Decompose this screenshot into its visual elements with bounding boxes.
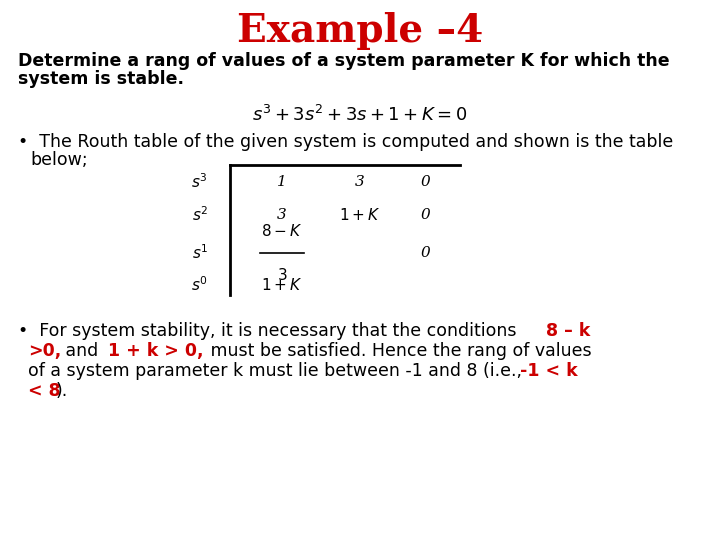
Text: $s^1$: $s^1$ (192, 244, 208, 262)
Text: $8 - K$: $8 - K$ (261, 223, 302, 239)
Text: -1 < k: -1 < k (520, 362, 577, 380)
Text: •  The Routh table of the given system is computed and shown is the table: • The Routh table of the given system is… (18, 133, 673, 151)
Text: 8 – k: 8 – k (546, 322, 590, 340)
Text: 1 + k > 0,: 1 + k > 0, (108, 342, 204, 360)
Text: and: and (60, 342, 104, 360)
Text: 1: 1 (277, 175, 287, 189)
Text: Determine a rang of values of a system parameter K for which the: Determine a rang of values of a system p… (18, 52, 670, 70)
Text: $1 + K$: $1 + K$ (261, 277, 302, 293)
Text: •  For system stability, it is necessary that the conditions: • For system stability, it is necessary … (18, 322, 528, 340)
Text: must be satisfied. Hence the rang of values: must be satisfied. Hence the rang of val… (205, 342, 592, 360)
Text: $1 + K$: $1 + K$ (339, 207, 381, 223)
Text: of a system parameter k must lie between -1 and 8 (i.e.,: of a system parameter k must lie between… (28, 362, 528, 380)
Text: >0,: >0, (28, 342, 61, 360)
Text: 0: 0 (420, 208, 430, 222)
Text: ).: ). (56, 382, 68, 400)
Text: Example –4: Example –4 (237, 12, 483, 50)
Text: 3: 3 (355, 175, 365, 189)
Text: 0: 0 (420, 246, 430, 260)
Text: $s^3 + 3s^2 + 3s + 1 + K = 0$: $s^3 + 3s^2 + 3s + 1 + K = 0$ (252, 105, 468, 125)
Text: $s^2$: $s^2$ (192, 206, 208, 224)
Text: 3: 3 (277, 208, 287, 222)
Text: $s^0$: $s^0$ (192, 275, 208, 294)
Text: 0: 0 (420, 175, 430, 189)
Text: system is stable.: system is stable. (18, 70, 184, 88)
Text: $3$: $3$ (276, 267, 287, 283)
Text: $s^3$: $s^3$ (192, 173, 208, 191)
Text: below;: below; (30, 151, 88, 169)
Text: < 8: < 8 (28, 382, 60, 400)
